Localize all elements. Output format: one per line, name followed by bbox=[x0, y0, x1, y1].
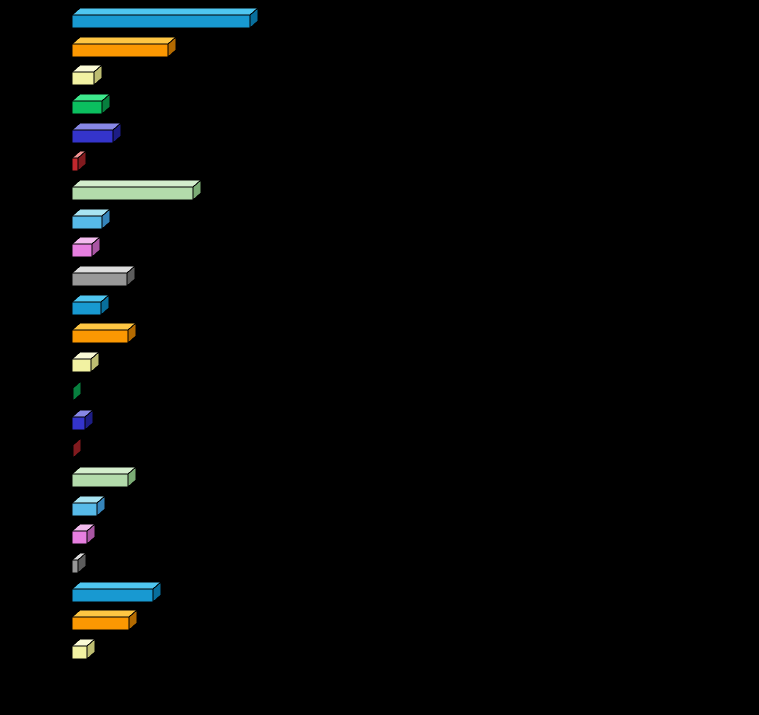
bar-front-face bbox=[71, 530, 88, 545]
bar-front-face bbox=[71, 502, 98, 517]
bar-row-5 bbox=[70, 121, 123, 145]
bar-row-11 bbox=[70, 293, 111, 317]
bar-row-14 bbox=[70, 379, 83, 403]
bar-row-18 bbox=[70, 494, 107, 518]
bar-front-face bbox=[71, 215, 103, 230]
bar-front-face bbox=[71, 645, 88, 660]
bar-top-face bbox=[70, 179, 203, 188]
bar-top-face bbox=[70, 265, 137, 274]
bar-row-16 bbox=[70, 436, 83, 460]
bar-top-face bbox=[70, 466, 138, 475]
bar-front-face bbox=[71, 559, 79, 574]
bar-front-face bbox=[71, 588, 154, 603]
bar-row-13 bbox=[70, 350, 101, 374]
bar-row-8 bbox=[70, 207, 112, 231]
bar-front-face bbox=[71, 616, 130, 631]
bar-row-23 bbox=[70, 637, 97, 661]
bar-front-face bbox=[71, 129, 114, 144]
bar-front-face bbox=[71, 71, 95, 86]
bar-top-face bbox=[70, 581, 163, 590]
bar-front-face bbox=[71, 272, 128, 287]
bar-front-face bbox=[71, 358, 92, 373]
bar-row-4 bbox=[70, 92, 112, 116]
bar-front-face bbox=[71, 301, 102, 316]
bar-row-6 bbox=[70, 149, 88, 173]
bar-row-17 bbox=[70, 465, 138, 489]
bar-top-face bbox=[70, 36, 178, 45]
bar-row-1 bbox=[70, 6, 260, 30]
bar-row-21 bbox=[70, 580, 163, 604]
bar-front-face bbox=[71, 43, 169, 58]
bar-front-face bbox=[71, 387, 74, 402]
bar-side-face bbox=[72, 379, 82, 403]
bar-row-19 bbox=[70, 522, 97, 546]
bar-row-22 bbox=[70, 608, 139, 632]
bar-front-face bbox=[71, 243, 93, 258]
bar-row-3 bbox=[70, 63, 104, 87]
bar-row-10 bbox=[70, 264, 137, 288]
bar-row-7 bbox=[70, 178, 203, 202]
bar-top-face bbox=[70, 609, 139, 618]
bar-row-2 bbox=[70, 35, 178, 59]
bar-front-face bbox=[71, 473, 129, 488]
bar-front-face bbox=[71, 329, 129, 344]
bar-row-12 bbox=[70, 321, 138, 345]
bar-side-face bbox=[72, 436, 82, 460]
bar-row-20 bbox=[70, 551, 88, 575]
bar-front-face bbox=[71, 444, 74, 459]
bar-row-15 bbox=[70, 408, 95, 432]
bar-front-face bbox=[71, 157, 79, 172]
bar-row-9 bbox=[70, 235, 102, 259]
bar-front-face bbox=[71, 186, 194, 201]
bar-top-face bbox=[70, 322, 138, 331]
bar-top-face bbox=[70, 7, 260, 16]
bar-front-face bbox=[71, 416, 86, 431]
bar-front-face bbox=[71, 100, 103, 115]
bar-front-face bbox=[71, 14, 251, 29]
